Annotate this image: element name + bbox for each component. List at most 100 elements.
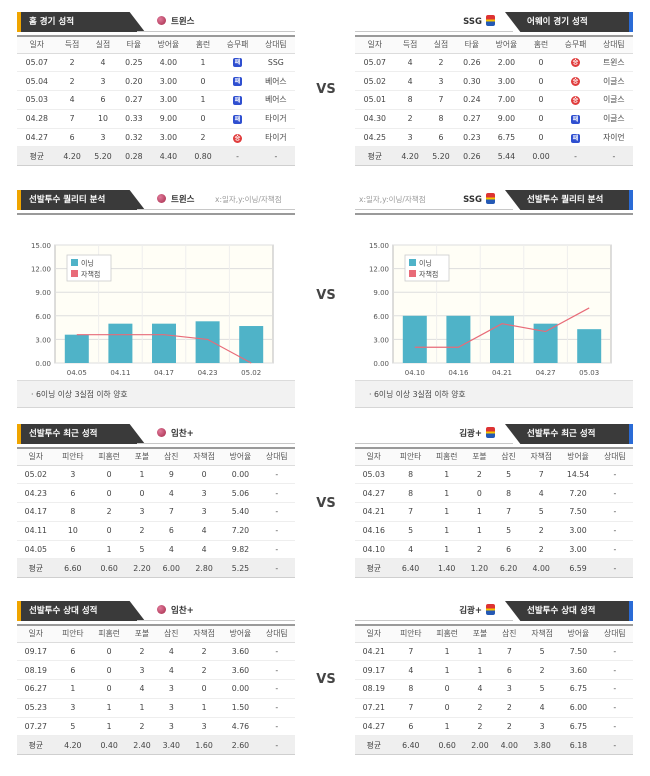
table-cell: 0 <box>91 465 128 485</box>
legend-label-innings: 이닝 <box>81 259 94 268</box>
table-cell: 1 <box>428 521 465 541</box>
table-cell: 5 <box>523 642 561 662</box>
table-cell: 6 <box>56 128 88 148</box>
table-cell: 1 <box>127 698 157 718</box>
table-row: 07.21 7 0 2 2 4 6.00- <box>355 698 633 718</box>
column-header: 방어율 <box>222 624 259 643</box>
y-tick-label: 3.00 <box>373 336 389 344</box>
team-ball-icon <box>157 16 166 25</box>
table-cell: 0 <box>187 109 219 129</box>
table-cell: - <box>596 642 633 662</box>
away-record-panel: 어웨이 경기 성적 SSG 일자 득점 실점 타율 방어율 홈런 승무패 상대팀 05.07 4… <box>355 12 633 167</box>
table-cell: 1 <box>127 465 157 485</box>
table-cell: - <box>596 521 633 541</box>
table-cell: 04.25 <box>355 128 395 148</box>
table-cell: 이글스 <box>594 109 633 129</box>
column-header: 홈런 <box>525 35 557 54</box>
average-cell: 6.18 <box>560 735 597 756</box>
table-cell: 2 <box>523 540 560 560</box>
column-header: 일자 <box>17 624 55 643</box>
vs-label: VS <box>316 82 336 97</box>
vs-label: VS <box>316 672 336 687</box>
column-header: 상대팀 <box>596 447 633 466</box>
table-row: 04.25 3 6 0.23 6.75 0 패 자이언 <box>355 128 633 148</box>
column-header: 타율 <box>456 35 488 54</box>
table-cell: 0 <box>91 660 128 681</box>
y-tick-label: 6.00 <box>35 313 51 321</box>
table-cell: 3 <box>127 660 157 681</box>
column-header: 피안타 <box>54 624 91 643</box>
table-cell: 4.00 <box>149 53 188 73</box>
average-cell: 평균 <box>17 146 57 167</box>
quality-panel-right: 선발투수 퀄리티 분석 x:일자,y:이닝/자책점 SSG 15.00 12.00… <box>355 190 633 408</box>
column-header: 방어율 <box>149 35 188 54</box>
table-cell: 4 <box>465 679 495 699</box>
table-cell: 1 <box>429 660 466 681</box>
column-header: 포볼 <box>127 447 157 466</box>
average-cell: - <box>596 735 633 756</box>
quality-title-left: 선발투수 퀄리티 분석 <box>17 190 145 210</box>
average-cell: 4.00 <box>494 735 524 756</box>
y-tick-label: 12.00 <box>369 266 389 274</box>
column-header: 실점 <box>87 35 119 54</box>
table-row: 04.17 8 2 3 7 3 5.40- <box>17 502 295 522</box>
table-cell: 0 <box>525 53 557 73</box>
table-cell: 3 <box>425 71 457 92</box>
table-cell: 3 <box>156 717 186 737</box>
average-cell: 5.20 <box>87 146 119 167</box>
table-row: 06.27 1 0 4 3 0 0.00- <box>17 679 295 699</box>
matchup-pitcher-left: 임찬+ <box>171 606 194 616</box>
average-cell: 4.20 <box>54 735 91 756</box>
innings-bar <box>239 326 264 363</box>
table-cell: - <box>258 483 295 504</box>
table-cell: 3.00 <box>559 540 597 560</box>
average-cell: - <box>594 146 633 167</box>
table-row: 04.21 7 1 1 7 5 7.50- <box>355 642 633 662</box>
table-cell: 6.75 <box>560 717 597 737</box>
quality-chart-left: 15.00 12.00 9.00 6.00 3.00 0.00 04.05 04.11 04.1… <box>17 213 295 381</box>
table-row: 08.19 8 0 4 3 5 6.75- <box>355 679 633 699</box>
table-cell: 7 <box>392 642 429 662</box>
pitcher-recent-table-left: 일자 피안타 피홈런 포볼 삼진 자책점 방어율 상대팀 05.02 3 0 1 9 0 0.00-04.… <box>17 447 295 579</box>
table-cell: 6 <box>494 660 524 681</box>
table-cell: 2 <box>185 660 223 681</box>
column-header: 득점 <box>56 35 88 54</box>
average-cell: - <box>256 146 295 167</box>
table-cell: 3.00 <box>149 71 188 92</box>
table-cell: 8 <box>394 90 426 110</box>
table-cell: 0 <box>464 483 494 504</box>
table-cell: - <box>258 717 295 737</box>
average-cell: - <box>556 146 595 167</box>
team-ball-icon <box>157 605 166 614</box>
table-cell: 10 <box>54 521 91 541</box>
table-cell: 4 <box>392 660 429 681</box>
table-cell: 08.19 <box>17 660 55 681</box>
table-cell: 8 <box>493 483 524 504</box>
average-cell: 0.80 <box>187 146 219 167</box>
table-cell: 7 <box>493 502 524 522</box>
table-cell: 1 <box>187 90 219 110</box>
result-badge: 승 <box>571 58 581 68</box>
table-cell: 2 <box>465 698 495 718</box>
column-header: 포볼 <box>127 624 157 643</box>
table-cell: 4 <box>523 698 561 718</box>
table-cell: 1 <box>187 53 219 73</box>
table-cell: - <box>596 679 633 699</box>
table-row: 05.02 3 0 1 9 0 0.00- <box>17 465 295 485</box>
innings-bar <box>108 323 133 363</box>
y-tick-label: 15.00 <box>369 242 389 250</box>
home-team-name: 트윈스 <box>171 17 195 27</box>
average-cell: 2.20 <box>127 558 157 579</box>
result-badge: 승 <box>571 77 581 87</box>
away-team-name: SSG <box>463 17 482 27</box>
pitcher-recent-table-right: 일자 피안타 피홈런 포볼 삼진 자책점 방어율 상대팀 05.03 8 1 2 5 7 14.54-04… <box>355 447 633 579</box>
column-header: 방어율 <box>560 624 597 643</box>
y-tick-label: 9.00 <box>35 289 51 297</box>
column-header: 상대팀 <box>596 624 633 643</box>
table-cell: 7.20 <box>559 483 597 504</box>
innings-bar <box>152 323 176 363</box>
table-row: 04.30 2 8 0.27 9.00 0 패 이글스 <box>355 109 633 129</box>
table-row: 05.02 4 3 0.30 3.00 0 승 이글스 <box>355 71 633 92</box>
table-cell: 1 <box>185 698 223 718</box>
table-cell: 2 <box>56 53 88 73</box>
